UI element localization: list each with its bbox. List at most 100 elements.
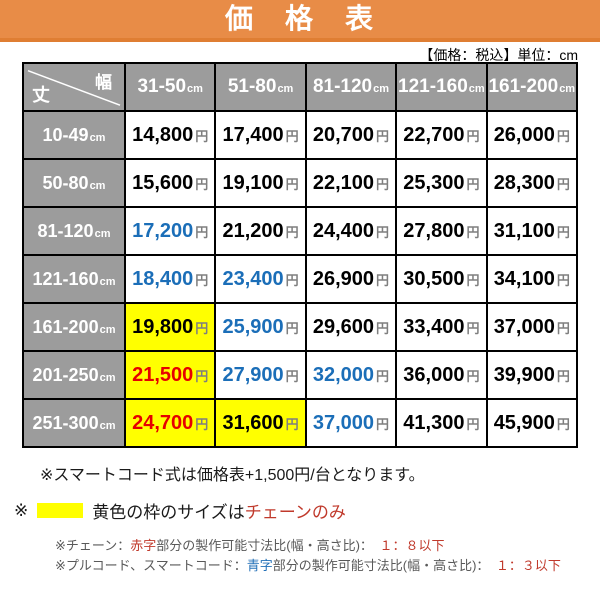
range-text: 161-200 [32, 316, 99, 337]
row-header-50-80cm: 50-80cm [22, 158, 126, 208]
price-value: 17,200 [132, 219, 194, 242]
price-value: 31,100 [493, 219, 555, 242]
price-value: 27,800 [403, 219, 465, 242]
note-segment: ※チェーン： [55, 538, 131, 553]
price-value: 21,200 [222, 219, 284, 242]
width-axis-label: 幅 [95, 73, 112, 92]
price-cell: 18,400 円 [123, 254, 217, 304]
row-header-121-160cm: 121-160cm [22, 254, 126, 304]
yen-suffix: 円 [376, 176, 390, 192]
yen-suffix: 円 [195, 272, 209, 288]
yen-suffix: 円 [195, 176, 209, 192]
price-cell: 34,100 円 [485, 254, 579, 304]
yen-suffix: 円 [285, 176, 299, 192]
price-cell: 39,900 円 [485, 350, 579, 400]
price-value: 22,700 [403, 123, 465, 146]
price-cell: 19,800 円 [123, 302, 217, 352]
yen-suffix: 円 [285, 320, 299, 336]
price-value: 24,700 [132, 411, 194, 434]
yen-suffix: 円 [376, 272, 390, 288]
yen-suffix: 円 [466, 224, 480, 240]
price-value: 26,900 [312, 267, 375, 290]
range-text: 161-200 [488, 76, 559, 97]
col-header-121-160cm: 121-160cm [395, 62, 488, 112]
range-text: 51-80 [227, 76, 277, 97]
price-value: 26,000 [493, 123, 555, 146]
price-value: 25,900 [222, 315, 284, 338]
yen-suffix: 円 [466, 416, 480, 432]
yen-suffix: 円 [466, 176, 480, 192]
table-row-161-200cm: 161-200cm 19,800 円 25,900 円 29,600 円 33,400 円 37,… [22, 302, 579, 352]
yen-suffix: 円 [376, 224, 390, 240]
note-segment: 部分の製作可能寸法比(幅・高さ比)： [272, 558, 496, 573]
page-title-bar: 価 格 表 [0, 0, 600, 42]
price-table: 幅 丈 31-50cm 51-80cm 81-120cm 121-160cm 161-2… [22, 62, 579, 448]
price-value: 37,000 [312, 411, 375, 434]
price-value: 34,100 [493, 267, 555, 290]
row-header-161-200cm: 161-200cm [22, 302, 126, 352]
price-value: 14,800 [132, 123, 194, 146]
price-value: 32,000 [312, 363, 375, 386]
unit-label: cm [373, 83, 390, 95]
price-value: 19,800 [132, 315, 194, 338]
price-cell: 15,600 円 [123, 158, 217, 208]
yen-suffix: 円 [556, 320, 570, 336]
range-text: 121-160 [398, 76, 468, 97]
range-text: 201-250 [32, 364, 99, 385]
unit-label: cm [187, 83, 203, 95]
price-value: 20,700 [312, 123, 375, 146]
unit-label: cm [277, 83, 294, 95]
yen-suffix: 円 [195, 128, 209, 144]
yen-suffix: 円 [556, 176, 570, 192]
yen-suffix: 円 [556, 128, 570, 144]
price-cell: 17,200 円 [123, 206, 217, 256]
note-asterisk: ※ [14, 500, 29, 520]
price-cell: 26,000 円 [485, 110, 579, 160]
yellow-swatch [37, 503, 84, 518]
table-row-251-300cm: 251-300cm 24,700 円 31,600 円 37,000 円 41,300 円 45,… [22, 398, 579, 448]
unit-label: cm [468, 83, 485, 95]
note-yellow-frame: ※ 黄色の枠のサイズは チェーンのみ [14, 498, 600, 523]
price-cell: 30,500 円 [395, 254, 488, 304]
yen-suffix: 円 [466, 368, 480, 384]
price-cell: 17,400 円 [214, 110, 307, 160]
price-cell: 37,000 円 [485, 302, 579, 352]
note-yellow-text: 黄色の枠のサイズは [92, 503, 245, 522]
price-cell: 45,900 円 [485, 398, 579, 448]
yen-suffix: 円 [195, 224, 209, 240]
price-cell: 25,900 円 [214, 302, 307, 352]
price-cell: 24,400 円 [304, 206, 398, 256]
price-value: 29,600 [312, 315, 375, 338]
row-header-251-300cm: 251-300cm [22, 398, 126, 448]
note-segment: 青字 [246, 558, 273, 573]
col-header-31-50cm: 31-50cm [123, 62, 217, 112]
range-text: 121-160 [32, 268, 99, 289]
col-header-51-80cm: 51-80cm [214, 62, 307, 112]
price-value: 33,400 [403, 315, 465, 338]
yen-suffix: 円 [285, 128, 299, 144]
range-text: 10-49 [42, 124, 89, 145]
yen-suffix: 円 [466, 320, 480, 336]
price-cell: 19,100 円 [214, 158, 307, 208]
price-cell: 22,100 円 [304, 158, 398, 208]
price-value: 19,100 [222, 171, 284, 194]
price-value: 21,500 [132, 363, 194, 386]
note-segment: １：８以下 [379, 538, 445, 553]
row-header-81-120cm: 81-120cm [22, 206, 126, 256]
unit-label: cm [89, 179, 106, 192]
price-cell: 26,900 円 [304, 254, 398, 304]
note-segment: 部分の製作可能寸法比(幅・高さ比)： [156, 538, 380, 553]
note-segment: 赤字 [130, 538, 157, 553]
price-table-body: 10-49cm 14,800 円 17,400 円 20,700 円 22,700 円 26,00… [22, 110, 579, 448]
page-title: 価 格 表 [224, 3, 375, 34]
table-row-121-160cm: 121-160cm 18,400 円 23,400 円 26,900 円 30,500 円 34,… [22, 254, 579, 304]
yen-suffix: 円 [556, 416, 570, 432]
unit-label: cm [559, 83, 576, 95]
price-value: 36,000 [403, 363, 465, 386]
unit-label: cm [94, 227, 111, 240]
price-cell: 31,100 円 [485, 206, 579, 256]
price-cell: 31,600 円 [214, 398, 307, 448]
yen-suffix: 円 [285, 416, 299, 432]
price-value: 22,100 [312, 171, 375, 194]
